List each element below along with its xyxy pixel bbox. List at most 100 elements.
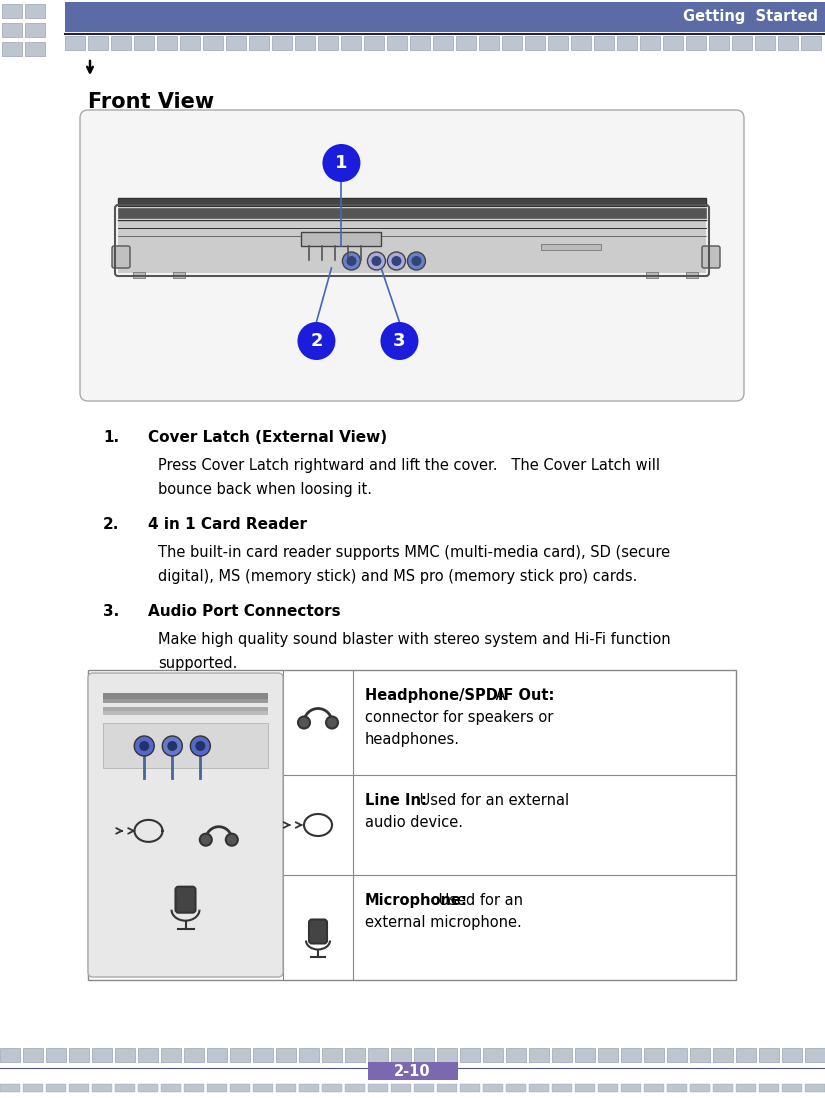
FancyBboxPatch shape [690, 1084, 710, 1093]
FancyBboxPatch shape [621, 1084, 641, 1093]
Bar [103, 707, 268, 712]
FancyBboxPatch shape [249, 36, 269, 51]
FancyBboxPatch shape [552, 1084, 572, 1093]
FancyBboxPatch shape [368, 1047, 388, 1062]
Text: 1.: 1. [103, 430, 119, 445]
FancyBboxPatch shape [46, 1047, 66, 1062]
FancyBboxPatch shape [663, 36, 683, 51]
FancyBboxPatch shape [437, 1084, 457, 1093]
FancyBboxPatch shape [529, 1084, 549, 1093]
Circle shape [323, 144, 361, 182]
Bar [103, 699, 268, 703]
Text: digital), MS (memory stick) and MS pro (memory stick pro) cards.: digital), MS (memory stick) and MS pro (… [158, 569, 638, 584]
FancyBboxPatch shape [782, 1084, 802, 1093]
FancyBboxPatch shape [759, 1047, 779, 1062]
FancyBboxPatch shape [88, 673, 283, 977]
FancyBboxPatch shape [667, 1084, 687, 1093]
FancyBboxPatch shape [410, 36, 430, 51]
Circle shape [408, 253, 426, 270]
FancyBboxPatch shape [713, 1084, 733, 1093]
FancyBboxPatch shape [483, 1047, 503, 1062]
FancyBboxPatch shape [506, 1084, 526, 1093]
FancyBboxPatch shape [161, 1047, 181, 1062]
FancyBboxPatch shape [414, 1084, 434, 1093]
FancyBboxPatch shape [594, 36, 614, 51]
FancyBboxPatch shape [387, 36, 407, 51]
FancyBboxPatch shape [414, 1047, 434, 1062]
Text: 3.: 3. [103, 604, 120, 619]
FancyBboxPatch shape [345, 1084, 365, 1093]
FancyBboxPatch shape [157, 36, 177, 51]
Circle shape [342, 253, 361, 270]
FancyBboxPatch shape [552, 1047, 572, 1062]
FancyBboxPatch shape [65, 36, 85, 51]
FancyBboxPatch shape [525, 36, 545, 51]
Text: bounce back when loosing it.: bounce back when loosing it. [158, 482, 372, 497]
FancyBboxPatch shape [80, 110, 744, 401]
FancyBboxPatch shape [598, 1084, 618, 1093]
Text: 4 in 1 Card Reader: 4 in 1 Card Reader [148, 517, 307, 533]
FancyBboxPatch shape [667, 1047, 687, 1062]
FancyBboxPatch shape [433, 36, 453, 51]
FancyBboxPatch shape [644, 1047, 664, 1062]
FancyBboxPatch shape [732, 36, 752, 51]
FancyBboxPatch shape [805, 1047, 825, 1062]
Text: 2: 2 [310, 332, 323, 350]
FancyBboxPatch shape [548, 36, 568, 51]
FancyBboxPatch shape [272, 36, 292, 51]
FancyBboxPatch shape [226, 36, 246, 51]
Text: supported.: supported. [158, 656, 238, 671]
Circle shape [346, 256, 356, 266]
Circle shape [163, 736, 182, 757]
Text: Microphone:: Microphone: [365, 893, 468, 908]
FancyBboxPatch shape [25, 4, 45, 18]
FancyBboxPatch shape [253, 1084, 273, 1093]
FancyBboxPatch shape [161, 1084, 181, 1093]
Text: headphones.: headphones. [365, 732, 460, 747]
Bar [367, 1062, 458, 1080]
Bar [646, 272, 658, 278]
FancyBboxPatch shape [736, 1084, 756, 1093]
FancyBboxPatch shape [176, 887, 196, 912]
Text: The built-in card reader supports MMC (multi-media card), SD (secure: The built-in card reader supports MMC (m… [158, 545, 670, 560]
FancyBboxPatch shape [2, 4, 22, 18]
FancyBboxPatch shape [115, 1084, 135, 1093]
Text: Cover Latch (External View): Cover Latch (External View) [148, 430, 387, 445]
FancyBboxPatch shape [709, 36, 729, 51]
FancyBboxPatch shape [318, 36, 338, 51]
Circle shape [200, 833, 212, 845]
Text: Audio Port Connectors: Audio Port Connectors [148, 604, 341, 619]
FancyBboxPatch shape [276, 1047, 296, 1062]
FancyBboxPatch shape [118, 198, 706, 206]
FancyBboxPatch shape [759, 1084, 779, 1093]
FancyBboxPatch shape [690, 1047, 710, 1062]
Text: audio device.: audio device. [365, 815, 463, 830]
FancyBboxPatch shape [502, 36, 522, 51]
Circle shape [380, 322, 418, 360]
Text: Used for an: Used for an [434, 893, 523, 908]
FancyBboxPatch shape [617, 36, 637, 51]
Text: Front View: Front View [88, 92, 214, 112]
Text: 3: 3 [394, 332, 406, 350]
Circle shape [191, 736, 210, 757]
Bar [118, 220, 706, 273]
Text: 2-10: 2-10 [394, 1064, 431, 1078]
Text: Used for an external: Used for an external [416, 793, 569, 808]
FancyBboxPatch shape [69, 1084, 89, 1093]
FancyBboxPatch shape [483, 1084, 503, 1093]
FancyBboxPatch shape [778, 36, 798, 51]
FancyBboxPatch shape [575, 1084, 595, 1093]
Circle shape [134, 736, 154, 757]
FancyBboxPatch shape [25, 23, 45, 37]
Bar [133, 272, 145, 278]
Bar [686, 272, 698, 278]
FancyBboxPatch shape [575, 1047, 595, 1062]
Bar [173, 272, 185, 278]
FancyBboxPatch shape [138, 1047, 158, 1062]
Circle shape [367, 253, 385, 270]
Bar [88, 670, 736, 981]
FancyBboxPatch shape [341, 36, 361, 51]
FancyBboxPatch shape [92, 1047, 112, 1062]
Text: Press Cover Latch rightward and lift the cover.   The Cover Latch will: Press Cover Latch rightward and lift the… [158, 458, 660, 473]
FancyBboxPatch shape [391, 1084, 411, 1093]
